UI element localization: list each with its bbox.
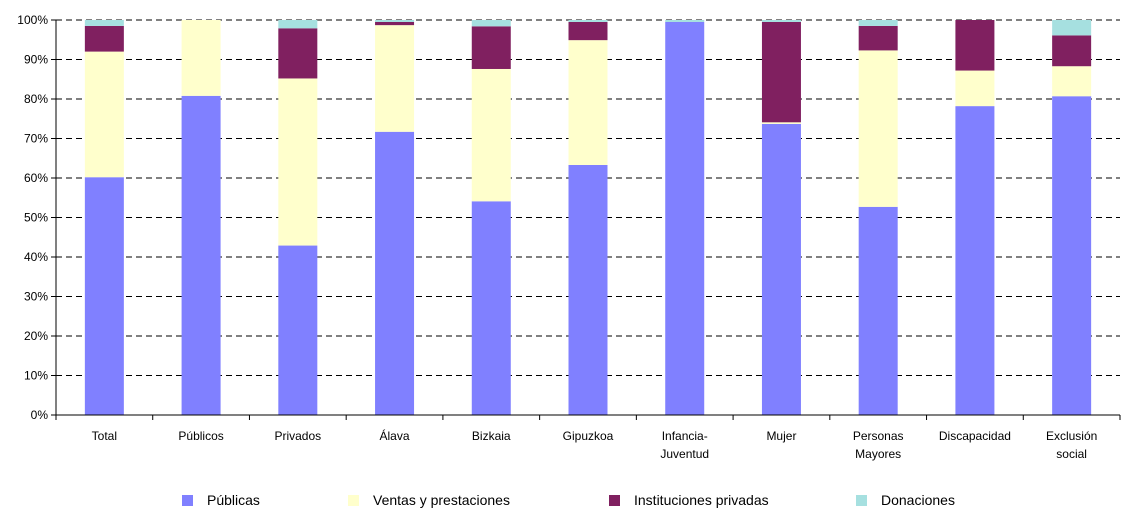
bar-segment xyxy=(84,20,124,26)
y-axis-tick-labels: 0% 10% 20% 30% 40% 50% 60% 70% 80% 90% 100% xyxy=(17,13,48,422)
bar-segment xyxy=(1052,35,1092,67)
bar-segment xyxy=(955,70,995,107)
bar-segment xyxy=(568,20,608,22)
bar-segment xyxy=(375,25,415,132)
bar-segment xyxy=(665,21,705,415)
bar-segment xyxy=(84,51,124,178)
x-category-label: Discapacidad xyxy=(939,429,1011,443)
bar-segment xyxy=(761,122,801,124)
bar-segment xyxy=(761,123,801,415)
bars xyxy=(84,20,1092,416)
x-category-label: Públicos xyxy=(178,429,223,443)
bar-segment xyxy=(1052,20,1092,36)
y-tick-label: 20% xyxy=(24,329,48,343)
bar-segment xyxy=(471,201,511,415)
bar-segment xyxy=(375,20,415,22)
x-category-label: Álava xyxy=(380,428,410,443)
x-category-label: Total xyxy=(92,429,117,443)
bar-segment xyxy=(181,20,221,96)
x-category-label: Personas Mayores xyxy=(853,429,904,461)
bar-segment xyxy=(278,20,318,29)
y-tick-label: 30% xyxy=(24,290,48,304)
bar-segment xyxy=(568,164,608,415)
y-tick-label: 10% xyxy=(24,369,48,383)
bar-segment xyxy=(761,20,801,22)
bar-segment xyxy=(858,20,898,26)
legend-label: Instituciones privadas xyxy=(634,492,769,508)
axes xyxy=(51,19,1121,420)
bar-segment xyxy=(955,20,995,71)
x-category-label: Privados xyxy=(274,429,321,443)
legend-label: Donaciones xyxy=(881,492,955,508)
y-tick-label: 60% xyxy=(24,171,48,185)
bar-segment xyxy=(471,20,511,27)
legend-swatch xyxy=(856,495,867,506)
bar-segment xyxy=(84,25,124,52)
legend: Públicas Ventas y prestaciones Institucion… xyxy=(182,492,955,508)
x-category-label: Infancia-Juventud xyxy=(660,429,709,461)
y-tick-label: 90% xyxy=(24,53,48,67)
bar-segment xyxy=(181,95,221,415)
legend-swatch xyxy=(609,495,620,506)
y-tick-label: 70% xyxy=(24,132,48,146)
legend-label: Públicas xyxy=(207,492,260,508)
bar-segment xyxy=(568,40,608,165)
bar-segment xyxy=(278,245,318,415)
x-category-label: Exclusión social xyxy=(1046,429,1097,461)
bar-segment xyxy=(375,21,415,26)
bar-segment xyxy=(955,106,995,416)
x-category-label: Gipuzkoa xyxy=(563,429,614,443)
bar-segment xyxy=(761,21,801,123)
bar-segment xyxy=(665,20,705,22)
bar-segment xyxy=(858,25,898,51)
bar-segment xyxy=(471,68,511,202)
bar-segment xyxy=(471,26,511,69)
x-axis-category-labels: Total Públicos Privados Álava Bizkaia Gipuzko… xyxy=(92,428,1098,461)
y-tick-label: 100% xyxy=(17,13,48,27)
x-category-label: Bizkaia xyxy=(472,429,511,443)
bar-segment xyxy=(568,21,608,41)
legend-swatch xyxy=(182,495,193,506)
bar-segment xyxy=(84,177,124,415)
y-tick-label: 50% xyxy=(24,211,48,225)
bar-segment xyxy=(1052,66,1092,97)
bar-segment xyxy=(375,131,415,415)
bar-segment xyxy=(858,206,898,415)
x-category-label: Mujer xyxy=(766,429,796,443)
y-tick-label: 40% xyxy=(24,250,48,264)
legend-label: Ventas y prestaciones xyxy=(373,492,510,508)
y-tick-label: 80% xyxy=(24,92,48,106)
bar-segment xyxy=(1052,96,1092,415)
legend-swatch xyxy=(348,495,359,506)
bar-segment xyxy=(858,50,898,207)
bar-segment xyxy=(278,28,318,79)
bar-segment xyxy=(278,78,318,246)
y-tick-label: 0% xyxy=(31,408,49,422)
